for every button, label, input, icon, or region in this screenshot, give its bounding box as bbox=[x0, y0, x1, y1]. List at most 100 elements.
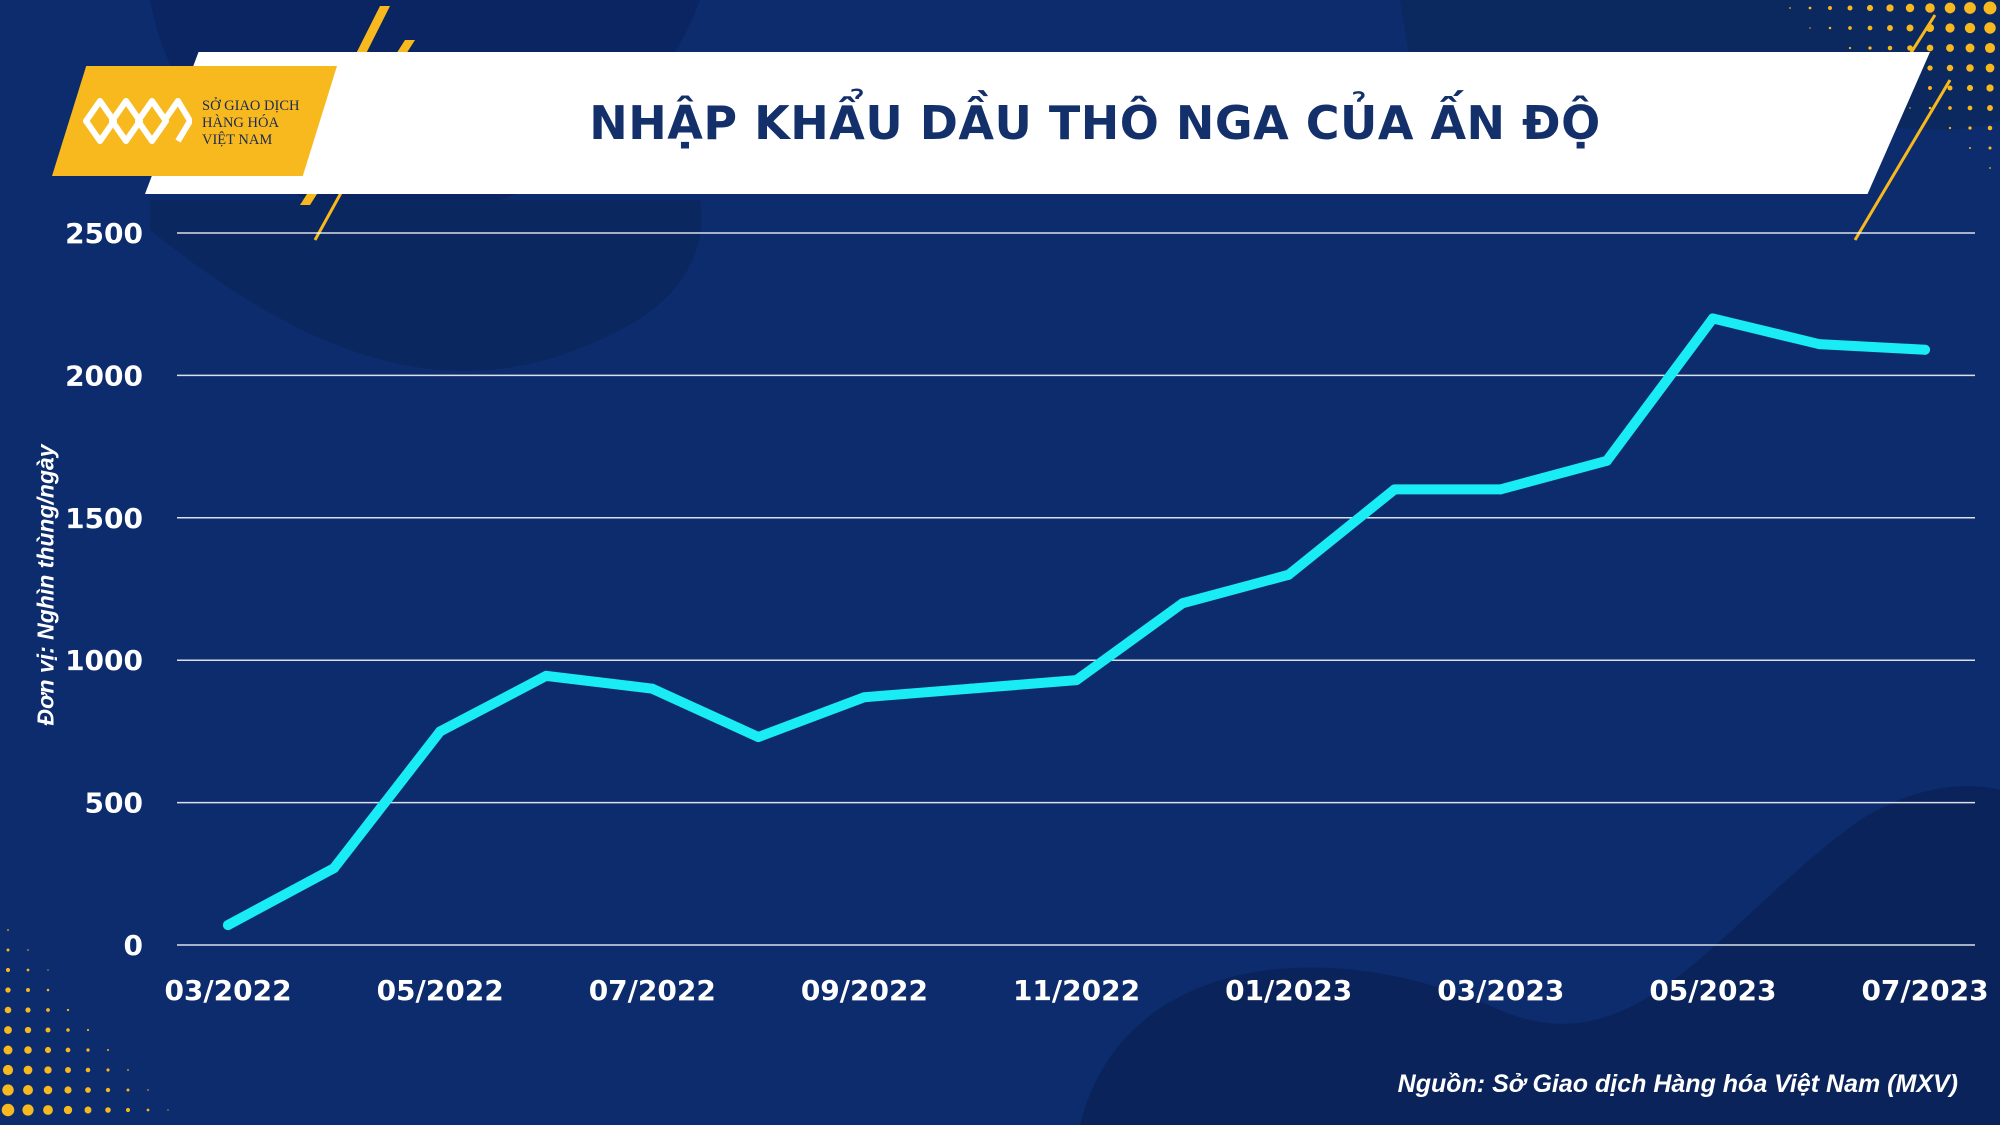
pattern-dot bbox=[1989, 167, 1991, 169]
y-axis-label: Đơn vị: Nghìn thùng/ngày bbox=[32, 444, 59, 726]
pattern-dot bbox=[2, 1064, 14, 1076]
x-tick-label: 01/2023 bbox=[1225, 974, 1352, 1007]
pattern-dot bbox=[43, 1085, 53, 1095]
y-tick-label: 1500 bbox=[65, 502, 143, 535]
pattern-dot bbox=[26, 968, 30, 972]
data-point bbox=[1177, 598, 1188, 609]
data-point bbox=[435, 726, 446, 737]
pattern-dot bbox=[1789, 7, 1791, 9]
pattern-dot bbox=[1909, 107, 1911, 109]
pattern-dot bbox=[1867, 25, 1873, 31]
data-point bbox=[965, 683, 976, 694]
pattern-dot bbox=[27, 949, 29, 951]
mxv-logo-icon bbox=[83, 98, 192, 144]
pattern-dot bbox=[5, 967, 11, 973]
pattern-dot bbox=[1965, 43, 1975, 53]
pattern-dot bbox=[1809, 27, 1811, 29]
pattern-dot bbox=[106, 1068, 110, 1072]
pattern-dot bbox=[1828, 6, 1832, 10]
title-banner bbox=[145, 52, 1930, 194]
pattern-dot bbox=[85, 1067, 91, 1073]
y-tick-label: 500 bbox=[85, 787, 143, 820]
series-group bbox=[223, 313, 1930, 931]
pattern-dot bbox=[1966, 84, 1974, 92]
pattern-dot bbox=[1969, 147, 1971, 149]
pattern-dot bbox=[24, 1046, 32, 1054]
pattern-dot bbox=[1946, 64, 1954, 72]
pattern-dot bbox=[1926, 44, 1934, 52]
data-point bbox=[329, 863, 340, 874]
pattern-dot bbox=[107, 1049, 109, 1051]
pattern-dot bbox=[1905, 3, 1915, 13]
pattern-dot bbox=[1808, 6, 1812, 10]
logo-line: SỞ GIAO DỊCH bbox=[202, 98, 300, 114]
background-wave-shape bbox=[1080, 786, 2000, 1125]
pattern-dot bbox=[63, 1105, 73, 1115]
pattern-dot bbox=[4, 1026, 12, 1034]
pattern-dot bbox=[1848, 26, 1852, 30]
pattern-dot bbox=[1947, 85, 1953, 91]
pattern-dot bbox=[65, 1067, 71, 1073]
pattern-dot bbox=[1984, 42, 1996, 54]
pattern-dot bbox=[105, 1087, 111, 1093]
data-point bbox=[753, 732, 764, 743]
y-axis-ticks: 0 500 1000 1500 2000 2500 bbox=[65, 217, 143, 962]
pattern-dot bbox=[1928, 106, 1932, 110]
pattern-dot bbox=[6, 948, 10, 952]
pattern-dot bbox=[46, 1008, 50, 1012]
pattern-dot bbox=[47, 969, 49, 971]
pattern-dot bbox=[23, 1065, 33, 1075]
pattern-dot bbox=[1983, 1, 1997, 15]
pattern-dot bbox=[1967, 105, 1973, 111]
pattern-dot bbox=[65, 1047, 71, 1053]
y-tick-label: 2500 bbox=[65, 217, 143, 250]
y-tick-label: 0 bbox=[124, 929, 143, 962]
data-point bbox=[1283, 569, 1294, 580]
pattern-dot bbox=[105, 1107, 111, 1113]
pattern-dot bbox=[126, 1088, 130, 1092]
pattern-dot bbox=[167, 1109, 169, 1111]
logo-background bbox=[52, 66, 337, 176]
pattern-dot bbox=[1987, 105, 1993, 111]
pattern-dot bbox=[1886, 4, 1894, 12]
pattern-dot bbox=[66, 1008, 70, 1012]
background-wave-shape bbox=[150, 200, 702, 371]
pattern-dot bbox=[86, 1028, 90, 1032]
y-tick-label: 1000 bbox=[65, 644, 143, 677]
pattern-dot bbox=[45, 1027, 51, 1033]
pattern-dot bbox=[44, 1046, 52, 1054]
pattern-dot bbox=[1847, 5, 1853, 11]
pattern-dot bbox=[25, 1007, 31, 1013]
data-point bbox=[1601, 455, 1612, 466]
pattern-dot bbox=[1828, 26, 1832, 30]
logo-line: VIỆT NAM bbox=[202, 132, 273, 148]
pattern-dot bbox=[1848, 46, 1852, 50]
logo-line: HÀNG HÓA bbox=[202, 115, 279, 131]
pattern-dot bbox=[1906, 24, 1914, 32]
pattern-dot bbox=[26, 988, 30, 992]
pattern-dot bbox=[1866, 4, 1874, 12]
pattern-dot bbox=[1986, 84, 1994, 92]
pattern-dot bbox=[66, 1028, 70, 1032]
data-point bbox=[647, 683, 658, 694]
data-point bbox=[223, 920, 233, 931]
pattern-dot bbox=[1964, 2, 1976, 14]
pattern-dot bbox=[1887, 45, 1893, 51]
pattern-dot bbox=[84, 1106, 92, 1114]
x-tick-label: 07/2022 bbox=[589, 974, 716, 1007]
pattern-dot bbox=[1948, 126, 1952, 130]
pattern-dot bbox=[125, 1107, 131, 1113]
pattern-dot bbox=[1945, 23, 1955, 33]
pattern-dot bbox=[146, 1108, 150, 1112]
pattern-dot bbox=[43, 1105, 53, 1115]
chart-title: NHẬP KHẨU DẦU THÔ NGA CỦA ẤN ĐỘ bbox=[589, 96, 1601, 150]
data-point bbox=[1495, 484, 1506, 495]
data-point bbox=[1707, 313, 1718, 324]
data-point bbox=[541, 670, 552, 681]
pattern-dot bbox=[1968, 126, 1972, 130]
data-point bbox=[1071, 675, 1082, 686]
pattern-dot bbox=[1868, 46, 1872, 50]
pattern-dot bbox=[24, 1026, 32, 1034]
pattern-dot bbox=[4, 1006, 12, 1014]
pattern-dot bbox=[2, 1084, 14, 1096]
